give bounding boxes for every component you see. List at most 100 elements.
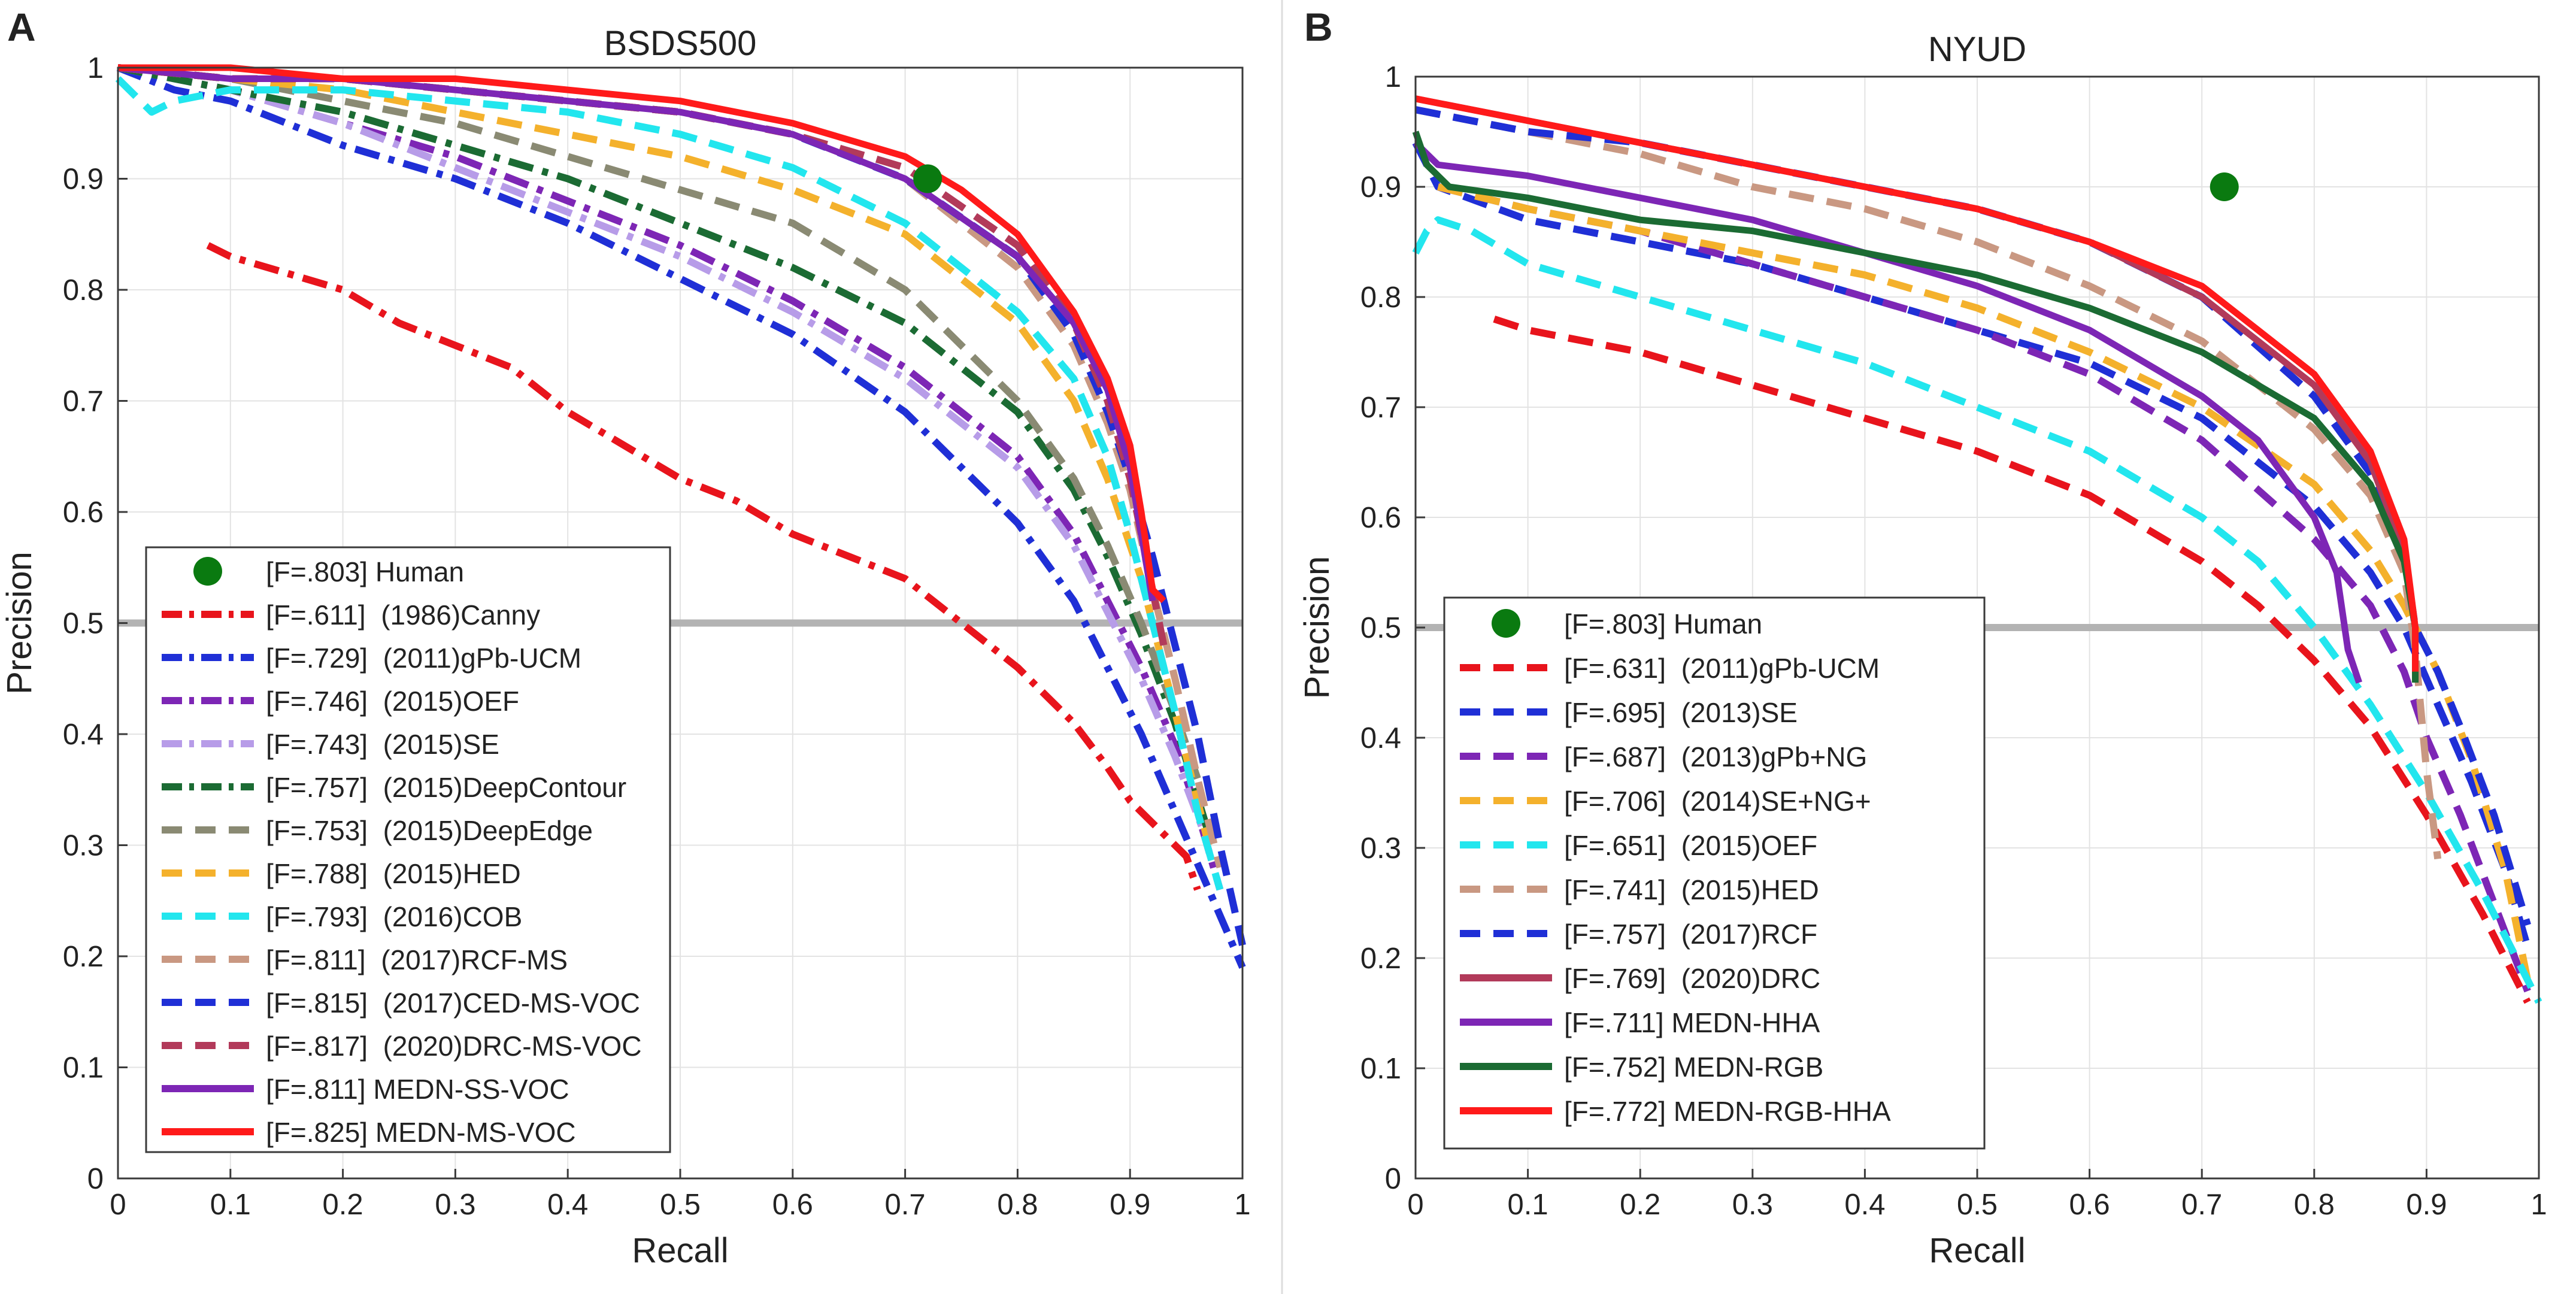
x-tick-label: 0.1 — [210, 1189, 251, 1221]
legend-label: [F=.746] (2015)OEF — [266, 686, 519, 717]
legend-label: [F=.772] MEDN-RGB-HHA — [1564, 1096, 1891, 1127]
panel-label: A — [7, 5, 36, 49]
y-axis-label: Precision — [0, 551, 39, 695]
panel-a: 0 0.1 0.2 0.3 0.4 0.5 0.6 0.7 0.8 0.9 1 0 0.1 0.2 0.3 0… — [0, 5, 1251, 1270]
legend-marker-human — [1492, 609, 1520, 638]
x-tick-label: 0.4 — [547, 1189, 588, 1221]
legend-label: [F=.817] (2020)DRC-MS-VOC — [266, 1031, 642, 1062]
x-tick-label: 0.9 — [2406, 1189, 2447, 1221]
series-line-5 — [117, 64, 1201, 780]
y-tick-label: 0.3 — [63, 830, 104, 862]
x-tick-label: 0.6 — [2069, 1189, 2110, 1221]
x-tick-label: 0 — [1407, 1189, 1423, 1221]
x-tick-label: 1 — [1234, 1189, 1250, 1221]
panel-b: 0 0.1 0.2 0.3 0.4 0.5 0.6 0.7 0.8 0.9 1 0 0.1 0.2 0.3 0… — [1298, 5, 2547, 1270]
y-tick-label: 1 — [1385, 61, 1401, 93]
x-tick-label: 0.1 — [1508, 1189, 1548, 1221]
x-tick-label: 0.3 — [1732, 1189, 1773, 1221]
x-axis-label: Recall — [1929, 1231, 2025, 1270]
legend-label: [F=.743] (2015)SE — [266, 729, 499, 760]
x-tick-label: 0.5 — [1957, 1189, 1998, 1221]
series-line-1 — [116, 64, 1246, 969]
legend-label: [F=.769] (2020)DRC — [1564, 963, 1820, 994]
y-tick-label: 0.1 — [63, 1052, 104, 1084]
y-tick-label: 0 — [87, 1163, 104, 1195]
series-line-4 — [117, 64, 1213, 835]
y-tick-label: 0.6 — [1360, 502, 1401, 534]
chart-title: NYUD — [1928, 30, 2026, 69]
series-line-9 — [1412, 131, 2419, 683]
legend-label: [F=.815] (2017)CED-MS-VOC — [266, 987, 640, 1019]
series-line-3 — [1437, 183, 2532, 981]
legend-marker-human — [193, 557, 222, 586]
y-tick-label: 0.6 — [63, 496, 104, 529]
legend-label: [F=.695] (2013)SE — [1564, 697, 1798, 728]
y-tick-label: 0.5 — [63, 608, 104, 640]
x-tick-label: 0.3 — [435, 1189, 475, 1221]
legend-label: [F=.631] (2011)gPb-UCM — [1564, 653, 1880, 684]
legend-label: [F=.757] (2015)DeepContour — [266, 772, 626, 803]
x-tick-label: 0.8 — [997, 1189, 1038, 1221]
x-tick-label: 0.8 — [2294, 1189, 2335, 1221]
human-point — [913, 164, 942, 193]
legend-label: [F=.687] (2013)gPb+NG — [1564, 741, 1867, 772]
y-axis-label: Precision — [1298, 556, 1337, 699]
legend-label: [F=.753] (2015)DeepEdge — [266, 815, 593, 846]
y-tick-label: 0.1 — [1360, 1053, 1401, 1085]
legend-label: [F=.825] MEDN-MS-VOC — [266, 1117, 576, 1148]
y-tick-label: 0.5 — [1360, 612, 1401, 644]
y-tick-label: 0.7 — [1360, 392, 1401, 424]
series-line-10 — [1414, 95, 2419, 672]
panel-label: B — [1304, 5, 1333, 49]
x-tick-label: 0 — [110, 1189, 126, 1221]
x-tick-label: 1 — [2530, 1189, 2547, 1221]
y-tick-label: 1 — [87, 52, 104, 84]
legend-label: [F=.706] (2014)SE+NG+ — [1564, 786, 1871, 817]
series-line-1 — [1412, 141, 2531, 948]
legend-label: [F=.729] (2011)gPb-UCM — [266, 643, 581, 674]
legend-label: [F=.752] MEDN-RGB — [1564, 1051, 1823, 1083]
x-tick-label: 0.7 — [2181, 1189, 2222, 1221]
legend-label: [F=.611] (1986)Canny — [266, 599, 540, 631]
human-point — [2210, 172, 2239, 201]
y-tick-label: 0.7 — [63, 386, 104, 418]
x-axis-label: Recall — [632, 1231, 728, 1270]
y-tick-label: 0.9 — [1360, 171, 1401, 204]
legend-label: [F=.803] Human — [1564, 608, 1762, 640]
x-tick-label: 0.9 — [1110, 1189, 1150, 1221]
y-tick-label: 0.9 — [63, 163, 104, 196]
y-tick-label: 0.2 — [1360, 943, 1401, 975]
legend-label: [F=.711] MEDN-HHA — [1564, 1007, 1820, 1038]
series-line-7 — [115, 76, 1224, 891]
series-line-6 — [117, 64, 1213, 846]
legend-box — [1443, 596, 1986, 1150]
legend-label: [F=.741] (2015)HED — [1564, 874, 1819, 905]
series-line-2 — [1437, 183, 2531, 993]
series-line-0 — [1493, 316, 2531, 1004]
series-line-0 — [206, 242, 1201, 891]
chart-title: BSDS500 — [604, 24, 757, 63]
y-tick-label: 0.8 — [1360, 281, 1401, 314]
series-line-8 — [1413, 140, 2363, 684]
legend-label: [F=.793] (2016)COB — [266, 901, 522, 932]
y-tick-label: 0.4 — [63, 719, 104, 751]
x-tick-label: 0.2 — [323, 1189, 363, 1221]
series-line-3 — [117, 64, 1213, 847]
y-tick-label: 0 — [1385, 1163, 1401, 1195]
y-tick-label: 0.8 — [63, 274, 104, 307]
y-tick-label: 0.2 — [63, 941, 104, 973]
y-tick-label: 0.4 — [1360, 722, 1401, 754]
legend-label: [F=.788] (2015)HED — [266, 858, 521, 889]
legend-label: [F=.803] Human — [266, 556, 464, 587]
x-tick-label: 0.6 — [772, 1189, 813, 1221]
series-line-4 — [1412, 216, 2542, 1004]
x-tick-label: 0.7 — [885, 1189, 926, 1221]
legend-label: [F=.811] MEDN-SS-VOC — [266, 1074, 569, 1105]
x-tick-label: 0.4 — [1844, 1189, 1885, 1221]
legend-label: [F=.811] (2017)RCF-MS — [266, 944, 568, 975]
legend-box — [145, 546, 671, 1153]
y-tick-label: 0.3 — [1360, 832, 1401, 865]
x-tick-label: 0.5 — [660, 1189, 701, 1221]
legend-label: [F=.651] (2015)OEF — [1564, 830, 1817, 861]
